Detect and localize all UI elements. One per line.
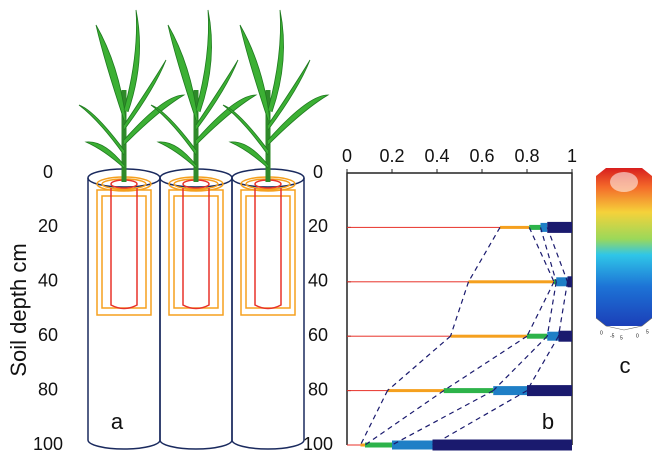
connector bbox=[529, 227, 554, 281]
y-tick-label: 40 bbox=[308, 271, 328, 291]
bar-segment bbox=[527, 385, 572, 396]
outer-zone bbox=[97, 190, 151, 315]
y-tick-label: 100 bbox=[303, 434, 333, 454]
inner-zone bbox=[174, 196, 218, 308]
panel-label: c bbox=[620, 353, 631, 378]
inner-zone bbox=[246, 196, 290, 308]
bar-segment bbox=[365, 443, 392, 448]
connector bbox=[547, 227, 567, 281]
plants bbox=[79, 10, 328, 182]
cylinder bbox=[88, 178, 160, 449]
connector bbox=[559, 282, 568, 336]
y-tick-label: 80 bbox=[308, 379, 328, 399]
cube-axis-label: 5 bbox=[646, 329, 649, 335]
x-tick-label: 0.6 bbox=[469, 146, 494, 166]
bar-segment bbox=[568, 276, 573, 287]
y-tick-label: 20 bbox=[308, 216, 328, 236]
y-tick-label: 60 bbox=[308, 325, 328, 345]
core-zone bbox=[111, 188, 137, 309]
x-tick-label: 0.4 bbox=[424, 146, 449, 166]
bar-segment bbox=[529, 225, 540, 230]
leaf bbox=[96, 25, 126, 120]
connector bbox=[541, 227, 557, 281]
x-tick-label: 0 bbox=[342, 146, 352, 166]
connector bbox=[469, 227, 501, 281]
cube-axis-label: -5 bbox=[610, 333, 615, 339]
outer-zone bbox=[169, 190, 223, 315]
leaf bbox=[196, 95, 256, 145]
bar-segment bbox=[493, 386, 527, 395]
cylinder bbox=[232, 178, 304, 449]
root-density-cube bbox=[596, 168, 652, 330]
y-tick-label: 0 bbox=[313, 162, 323, 182]
outer-zone bbox=[241, 190, 295, 315]
y-tick-label: 20 bbox=[38, 216, 58, 236]
soil-columns bbox=[88, 169, 304, 449]
connector bbox=[388, 336, 451, 390]
y-tick-label: 80 bbox=[38, 379, 58, 399]
connector bbox=[433, 391, 528, 445]
bar-segment bbox=[347, 281, 469, 282]
connector bbox=[547, 282, 556, 336]
connector bbox=[451, 282, 469, 336]
bar-segment bbox=[347, 336, 451, 337]
x-tick-label: 0.2 bbox=[379, 146, 404, 166]
connector bbox=[444, 336, 527, 390]
core-zone bbox=[255, 188, 281, 309]
inner-zone bbox=[102, 196, 146, 308]
panel-label: b bbox=[542, 409, 554, 434]
cylinder bbox=[160, 178, 232, 449]
connector bbox=[392, 391, 493, 445]
bar-segment bbox=[347, 445, 361, 446]
y-tick-label: 40 bbox=[38, 271, 58, 291]
connector bbox=[493, 336, 547, 390]
cube-axis-label: 0 bbox=[600, 330, 603, 336]
bar-segment bbox=[388, 389, 444, 392]
y-axis-title: Soil depth cm bbox=[6, 243, 31, 376]
panel-label: a bbox=[111, 409, 124, 434]
leaf bbox=[268, 95, 328, 145]
connector bbox=[361, 391, 388, 445]
bar-segment bbox=[347, 227, 500, 228]
bar-segment bbox=[361, 444, 366, 447]
connector bbox=[527, 336, 559, 390]
bar-segment bbox=[469, 280, 555, 283]
leaf bbox=[168, 25, 198, 120]
bar-segment bbox=[347, 390, 388, 391]
core-zone bbox=[183, 188, 209, 309]
bar-segment bbox=[500, 226, 529, 229]
bar-segment bbox=[451, 335, 528, 338]
figure: Soil depth cm a b c 0 -5 5 0 5 0 0.2 0.4 0.… bbox=[0, 0, 671, 455]
y-tick-label: 0 bbox=[43, 162, 53, 182]
bar-segment bbox=[433, 440, 573, 451]
x-tick-label: 0.8 bbox=[514, 146, 539, 166]
y-tick-label: 60 bbox=[38, 325, 58, 345]
leaf bbox=[124, 95, 184, 145]
x-tick-label: 1 bbox=[567, 146, 577, 166]
cube-axis-label: 0 bbox=[636, 333, 639, 339]
bar-segment bbox=[547, 222, 572, 233]
bar-segment bbox=[444, 388, 494, 393]
leaf bbox=[240, 25, 270, 120]
connector bbox=[365, 391, 444, 445]
y-tick-label: 100 bbox=[33, 434, 63, 454]
bar-segment bbox=[527, 334, 547, 339]
cube-axis-label: 5 bbox=[620, 335, 623, 341]
bar-segment bbox=[559, 331, 573, 342]
connector bbox=[527, 282, 554, 336]
